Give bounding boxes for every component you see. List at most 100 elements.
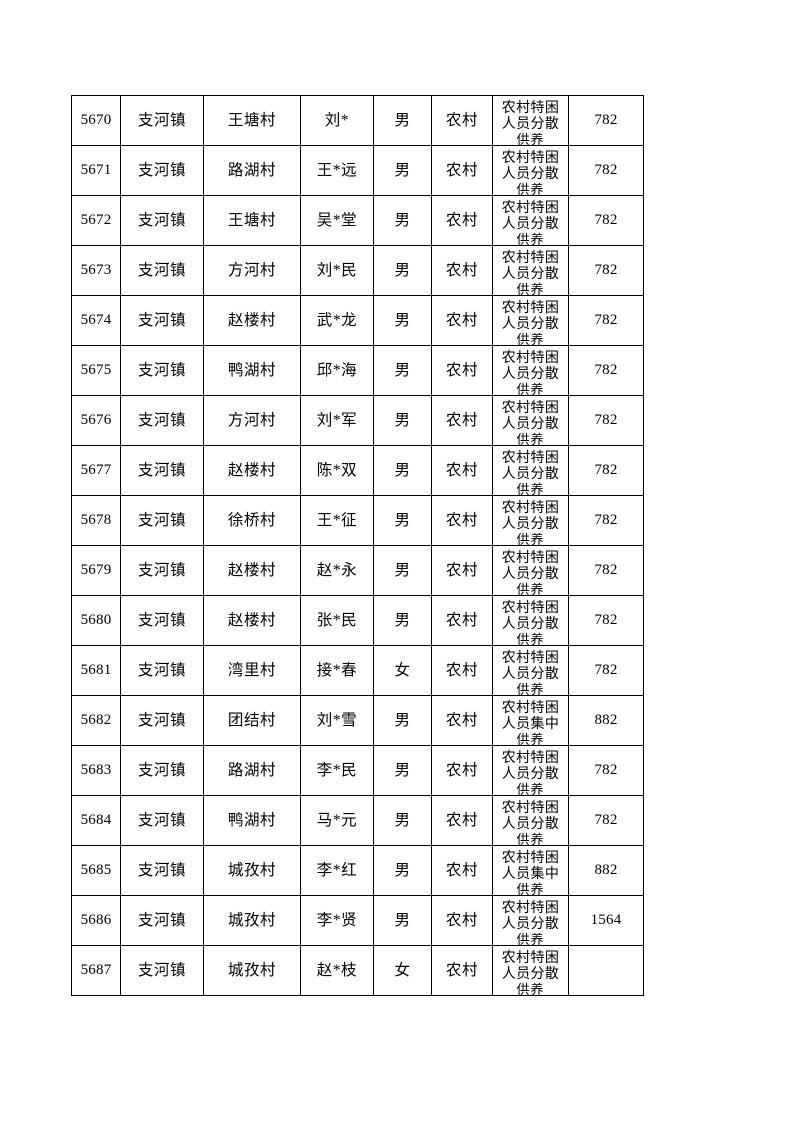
table-row: 5677 支河镇 赵楼村 陈*双男农村 农村特困 人员分散 供养 782 (71, 445, 644, 496)
household-type-cell: 农村 (431, 945, 493, 996)
category-line-2: 人员分散 (501, 166, 560, 182)
category-line-3: 供养 (516, 982, 545, 996)
assistance-category-text: 农村特困 人员分散 供养 (494, 201, 568, 245)
category-line-3: 供养 (516, 682, 545, 696)
assistance-category-text: 农村特困 人员分散 供养 (494, 101, 568, 145)
gender-cell: 男 (373, 795, 432, 846)
gender-cell-text: 男 (394, 161, 411, 179)
sequence-number-cell: 5683 (71, 745, 121, 796)
town-cell: 支河镇 (120, 295, 204, 346)
amount-text: 782 (594, 762, 618, 778)
town-cell-text: 支河镇 (137, 211, 187, 229)
amount-cell: 782 (568, 795, 644, 846)
person-name-cell-text: 张*民 (316, 611, 358, 629)
category-line-2: 人员分散 (501, 316, 560, 332)
town-cell-text: 支河镇 (137, 811, 187, 829)
sequence-number-cell: 5681 (71, 645, 121, 696)
town-cell-text: 支河镇 (137, 161, 187, 179)
household-type-cell-text: 农村 (445, 311, 479, 329)
assistance-category-cell: 农村特困 人员集中 供养 (492, 695, 569, 746)
assistance-category-cell: 农村特困 人员分散 供养 (492, 295, 569, 346)
gender-cell: 男 (373, 95, 432, 146)
gender-cell-text: 男 (394, 861, 411, 879)
assistance-category-cell: 农村特困 人员分散 供养 (492, 95, 569, 146)
sequence-number-cell-text: 5686 (80, 912, 112, 928)
amount-text: 782 (594, 212, 618, 228)
person-name-cell: 刘*雪 (300, 695, 374, 746)
town-cell: 支河镇 (120, 645, 204, 696)
amount-text: 1564 (590, 912, 622, 928)
village-cell: 湾里村 (203, 645, 301, 696)
amount-text: 782 (594, 512, 618, 528)
household-type-cell: 农村 (431, 495, 493, 546)
category-line-3: 供养 (516, 932, 545, 946)
amount-cell: 782 (568, 545, 644, 596)
village-cell-text: 鸭湖村 (227, 361, 277, 379)
person-name-cell: 赵*枝 (300, 945, 374, 996)
amount-cell: 782 (568, 745, 644, 796)
town-cell-text: 支河镇 (137, 111, 187, 129)
person-name-cell-text: 邱*海 (316, 361, 358, 379)
household-type-cell: 农村 (431, 845, 493, 896)
sequence-number-cell: 5682 (71, 695, 121, 746)
household-type-cell-text: 农村 (445, 961, 479, 979)
sequence-number-cell: 5677 (71, 445, 121, 496)
category-line-3: 供养 (516, 832, 545, 846)
assistance-category-text: 农村特困 人员分散 供养 (494, 951, 568, 996)
sequence-number-cell-text: 5671 (80, 162, 112, 178)
town-cell-text: 支河镇 (137, 261, 187, 279)
category-line-1: 农村特困 (501, 901, 560, 916)
village-cell-text: 方河村 (227, 411, 277, 429)
sequence-number-cell-text: 5672 (80, 212, 112, 228)
gender-cell-text: 男 (394, 261, 411, 279)
sequence-number-cell: 5673 (71, 245, 121, 296)
person-name-cell: 赵*永 (300, 545, 374, 596)
sequence-number-cell-text: 5681 (80, 662, 112, 678)
town-cell: 支河镇 (120, 145, 204, 196)
amount-cell: 1564 (568, 895, 644, 946)
amount-text: 882 (594, 862, 618, 878)
village-cell: 鸭湖村 (203, 795, 301, 846)
household-type-cell-text: 农村 (445, 211, 479, 229)
town-cell-text: 支河镇 (137, 611, 187, 629)
amount-text: 782 (594, 162, 618, 178)
town-cell: 支河镇 (120, 545, 204, 596)
village-cell: 城孜村 (203, 845, 301, 896)
table-row: 5672 支河镇 王塘村 吴*堂男农村 农村特困 人员分散 供养 782 (71, 195, 644, 246)
amount-cell: 782 (568, 495, 644, 546)
village-cell: 城孜村 (203, 895, 301, 946)
village-cell-text: 城孜村 (227, 961, 277, 979)
household-type-cell: 农村 (431, 445, 493, 496)
town-cell: 支河镇 (120, 745, 204, 796)
gender-cell-text: 男 (394, 111, 411, 129)
town-cell-text: 支河镇 (137, 961, 187, 979)
household-type-cell-text: 农村 (445, 111, 479, 129)
category-line-2: 人员分散 (501, 666, 560, 682)
table-row: 5673 支河镇 方河村 刘*民男农村 农村特困 人员分散 供养 782 (71, 245, 644, 296)
table-row: 5684 支河镇 鸭湖村 马*元男农村 农村特困 人员分散 供养 782 (71, 795, 644, 846)
gender-cell-text: 男 (394, 611, 411, 629)
table-body: 5670 支河镇 王塘村 刘* 男农村 农村特困 人员分散 供养 782 5671 支河镇 路湖村 王*… (71, 95, 644, 996)
gender-cell-text: 男 (394, 461, 411, 479)
town-cell: 支河镇 (120, 695, 204, 746)
person-name-cell-text: 赵*枝 (316, 961, 358, 979)
category-line-3: 供养 (516, 632, 545, 646)
amount-text: 782 (594, 612, 618, 628)
person-name-cell-text: 接*春 (316, 661, 358, 679)
sequence-number-cell: 5687 (71, 945, 121, 996)
amount-text: 782 (594, 812, 618, 828)
gender-cell: 男 (373, 145, 432, 196)
sequence-number-cell-text: 5678 (80, 512, 112, 528)
village-cell-text: 徐桥村 (227, 511, 277, 529)
assistance-category-text: 农村特困 人员分散 供养 (494, 651, 568, 696)
town-cell: 支河镇 (120, 845, 204, 896)
amount-cell: 782 (568, 595, 644, 646)
household-type-cell: 农村 (431, 95, 493, 146)
person-name-cell-text: 刘* (324, 111, 350, 129)
household-type-cell-text: 农村 (445, 361, 479, 379)
person-name-cell-text: 王*远 (316, 161, 358, 179)
sequence-number-cell: 5680 (71, 595, 121, 646)
sequence-number-cell: 5672 (71, 195, 121, 246)
gender-cell-text: 女 (394, 661, 411, 679)
town-cell-text: 支河镇 (137, 361, 187, 379)
